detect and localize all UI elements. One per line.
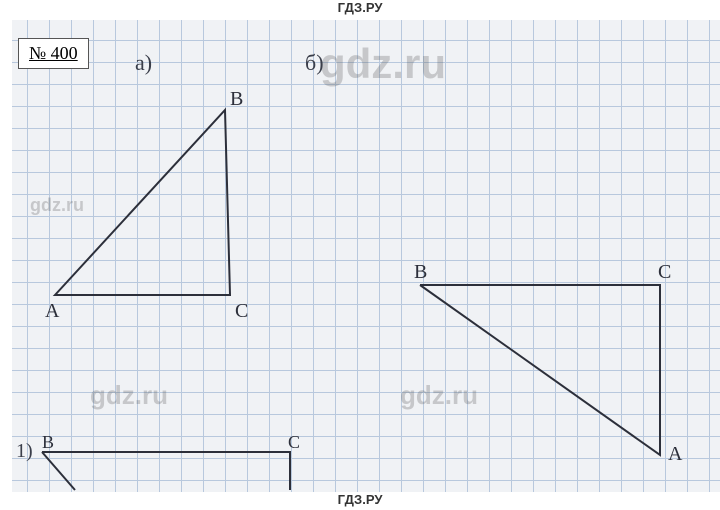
page-footer: ГДЗ.РУ	[0, 492, 720, 510]
triangle-right-shape	[420, 285, 660, 455]
triangle-left: A B C	[35, 85, 255, 315]
vertex-B: B	[230, 88, 243, 110]
figure-bottom-shape	[42, 452, 290, 490]
vertex-B: B	[414, 261, 427, 283]
vertex-A: A	[668, 443, 683, 465]
figure-bottom: B C	[30, 440, 330, 500]
triangle-left-shape	[55, 110, 230, 295]
watermark-large: gdz.ru	[320, 40, 446, 88]
part-a-label: а)	[135, 50, 152, 76]
triangle-right: B C A	[390, 260, 690, 480]
vertex-C: C	[235, 300, 248, 322]
page-header: ГДЗ.РУ	[0, 0, 720, 20]
vertex-C: C	[288, 432, 300, 452]
part-b-label: б)	[305, 50, 324, 76]
problem-number-box: № 400	[18, 38, 89, 69]
vertex-B: B	[42, 432, 54, 452]
left-margin	[0, 0, 12, 510]
vertex-A: A	[45, 300, 60, 322]
vertex-C: C	[658, 261, 671, 283]
watermark-mid-left: gdz.ru	[90, 380, 168, 411]
